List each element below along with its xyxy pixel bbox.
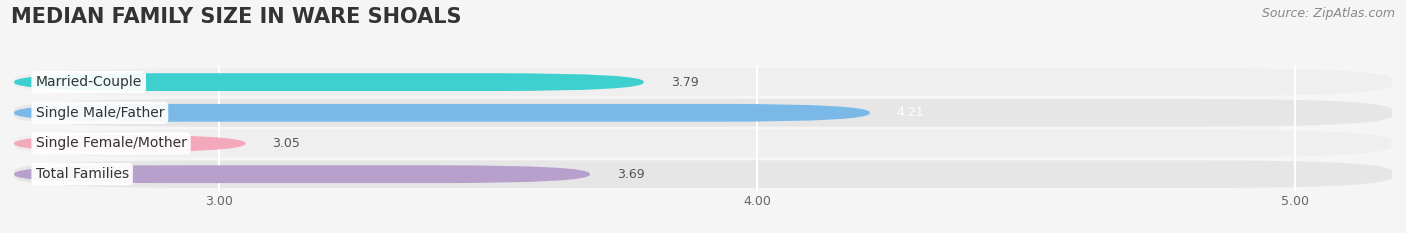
FancyBboxPatch shape xyxy=(14,165,591,183)
Text: Married-Couple: Married-Couple xyxy=(35,75,142,89)
FancyBboxPatch shape xyxy=(14,135,246,152)
Text: Source: ZipAtlas.com: Source: ZipAtlas.com xyxy=(1261,7,1395,20)
Text: Single Male/Father: Single Male/Father xyxy=(35,106,165,120)
Text: Single Female/Mother: Single Female/Mother xyxy=(35,137,187,151)
Text: MEDIAN FAMILY SIZE IN WARE SHOALS: MEDIAN FAMILY SIZE IN WARE SHOALS xyxy=(11,7,461,27)
Text: 3.05: 3.05 xyxy=(273,137,301,150)
FancyBboxPatch shape xyxy=(14,73,644,91)
Text: Total Families: Total Families xyxy=(35,167,129,181)
Text: 3.69: 3.69 xyxy=(617,168,644,181)
FancyBboxPatch shape xyxy=(14,130,1392,157)
FancyBboxPatch shape xyxy=(14,160,1392,188)
FancyBboxPatch shape xyxy=(14,104,870,122)
FancyBboxPatch shape xyxy=(14,99,1392,127)
Text: 3.79: 3.79 xyxy=(671,76,699,89)
FancyBboxPatch shape xyxy=(14,68,1392,96)
Text: 4.21: 4.21 xyxy=(897,106,924,119)
